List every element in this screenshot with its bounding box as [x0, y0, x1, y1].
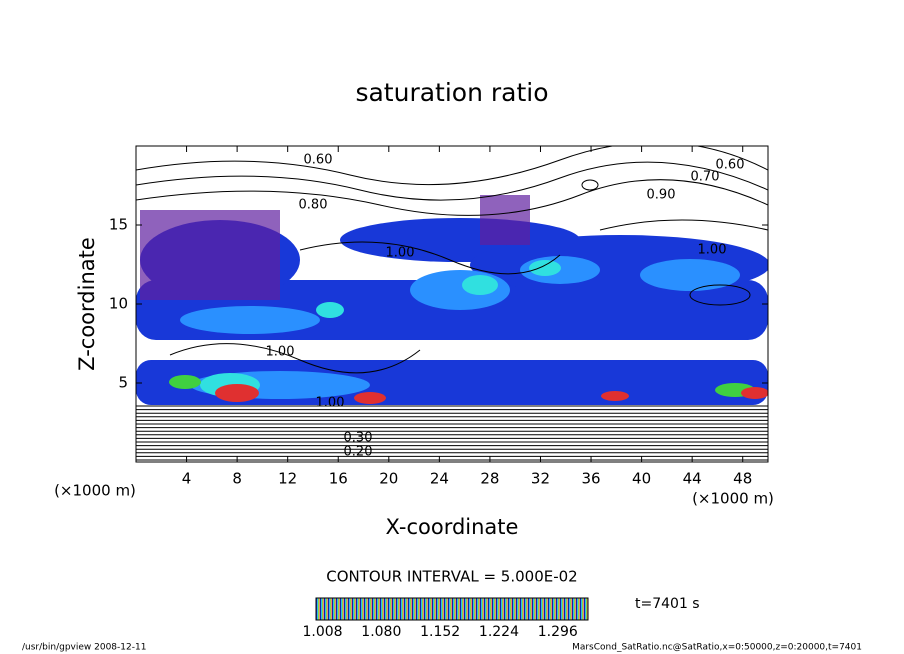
contour-label: 0.60	[304, 153, 333, 168]
x-tick-label: 28	[480, 470, 499, 488]
contour-label: 1.00	[266, 345, 295, 360]
colorbar-tick-label: 1.296	[538, 624, 578, 640]
x-tick-label: 40	[632, 470, 651, 488]
contour-label: 1.00	[316, 396, 345, 411]
x-tick-label: 36	[581, 470, 600, 488]
contour-label: 0.20	[344, 445, 373, 460]
contour-label: 0.70	[691, 170, 720, 185]
x-axis-label: X-coordinate	[386, 515, 519, 539]
x-tick-label: 4	[182, 470, 192, 488]
x-tick-label: 24	[430, 470, 449, 488]
y-tick-label: 15	[109, 216, 128, 234]
y-tick-label: 5	[118, 374, 128, 392]
y-axis-label: Z-coordinate	[75, 237, 99, 371]
chart-title: saturation ratio	[355, 78, 548, 107]
x-unit: (×1000 m)	[692, 490, 774, 508]
contour-label: 0.60	[716, 158, 745, 173]
x-tick-label: 8	[232, 470, 242, 488]
y-unit: (×1000 m)	[54, 482, 136, 500]
colorbar-tick-label: 1.080	[361, 624, 401, 640]
footer-right: MarsCond_SatRatio.nc@SatRatio,x=0:50000,…	[572, 643, 862, 653]
contour-label: 0.80	[299, 198, 328, 213]
contour-label: 1.00	[698, 243, 727, 258]
x-tick-label: 48	[733, 470, 752, 488]
x-tick-label: 20	[379, 470, 398, 488]
x-tick-label: 44	[683, 470, 702, 488]
colorbar	[315, 597, 589, 621]
x-tick-label: 12	[278, 470, 297, 488]
colorbar-tick-label: 1.152	[420, 624, 460, 640]
colorbar-tick-label: 1.224	[479, 624, 519, 640]
y-tick-label: 10	[109, 295, 128, 313]
contour-label: 0.30	[344, 431, 373, 446]
footer-left: /usr/bin/gpview 2008-12-11	[22, 643, 146, 653]
contour-interval: CONTOUR INTERVAL = 5.000E-02	[326, 568, 577, 586]
x-tick-label: 32	[531, 470, 550, 488]
contour-label: 1.00	[386, 246, 415, 261]
colorbar-tick-label: 1.008	[302, 624, 342, 640]
time-label: t=7401 s	[635, 596, 700, 612]
contour-label: 0.90	[647, 188, 676, 203]
field-shading	[136, 146, 768, 461]
x-tick-label: 16	[329, 470, 348, 488]
